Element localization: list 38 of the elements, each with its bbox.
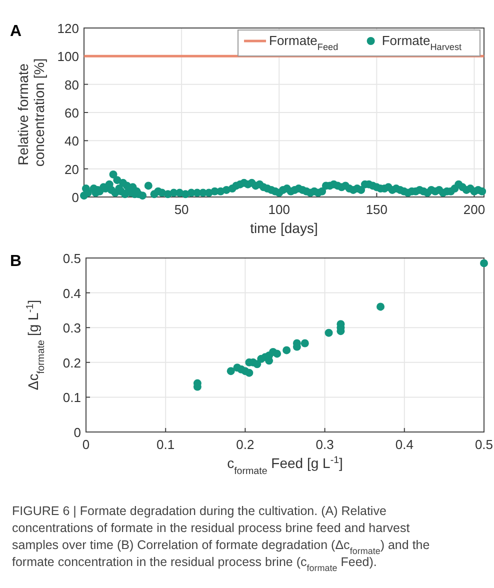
legend-label: Formate$_{Feed}$ [269,33,338,52]
x-tick-label: 150 [366,202,388,217]
y-tick-label: 120 [57,21,79,36]
y-tick-label: 100 [57,49,79,64]
y-tick-label: 0.3 [62,320,81,336]
point [273,350,282,358]
point [300,339,309,348]
point [253,360,262,368]
point [226,367,235,376]
point [324,328,333,337]
point [376,302,385,311]
x-tick-label: 200 [463,202,486,217]
point [480,259,488,268]
y-tick-label: 60 [64,106,79,120]
x-tick-label: 100 [268,202,290,217]
text: FIGURE 6 | Formate degradation during the cultivation. (A) Relative concentrations of formate in the residual process brine feed and harvest samples over time (B) Correlation of formate degradation (Δc$_{formate}$) and the formate concentration in the residual process brine (c$_{formate}$ Feed). [12,504,430,573]
x-tick-label: 0.1 [156,437,175,452]
y-tick-label: 0.4 [62,286,81,301]
point [282,346,291,354]
x-tick-label: 0.2 [236,437,254,452]
y-tick-label: 0.2 [62,355,81,370]
chart-title: B [10,253,22,270]
y-tick-label: 80 [64,77,79,92]
point [245,368,254,377]
x-tick-label: 0.5 [474,437,494,452]
legend-label: Formate$_{Harvest}$ [382,33,462,52]
y-tick-label: 0.1 [62,390,81,406]
y-tick-label: 0.5 [62,251,81,266]
x-tick-label: 0.4 [395,437,414,452]
x-axis-title: time [days] [250,220,318,236]
x-tick-label: 50 [174,202,189,217]
y-tick-label: 20 [64,162,79,177]
y-tick-label: 0 [72,190,79,205]
x-tick-label: 0.3 [316,437,334,452]
y-tick-label: 40 [64,134,79,149]
chart-title: A [10,23,22,40]
y-tick-label: 0 [74,425,81,440]
x-axis-title: c$_{formate}$ Feed [g L$^{-1}$] [227,454,343,476]
